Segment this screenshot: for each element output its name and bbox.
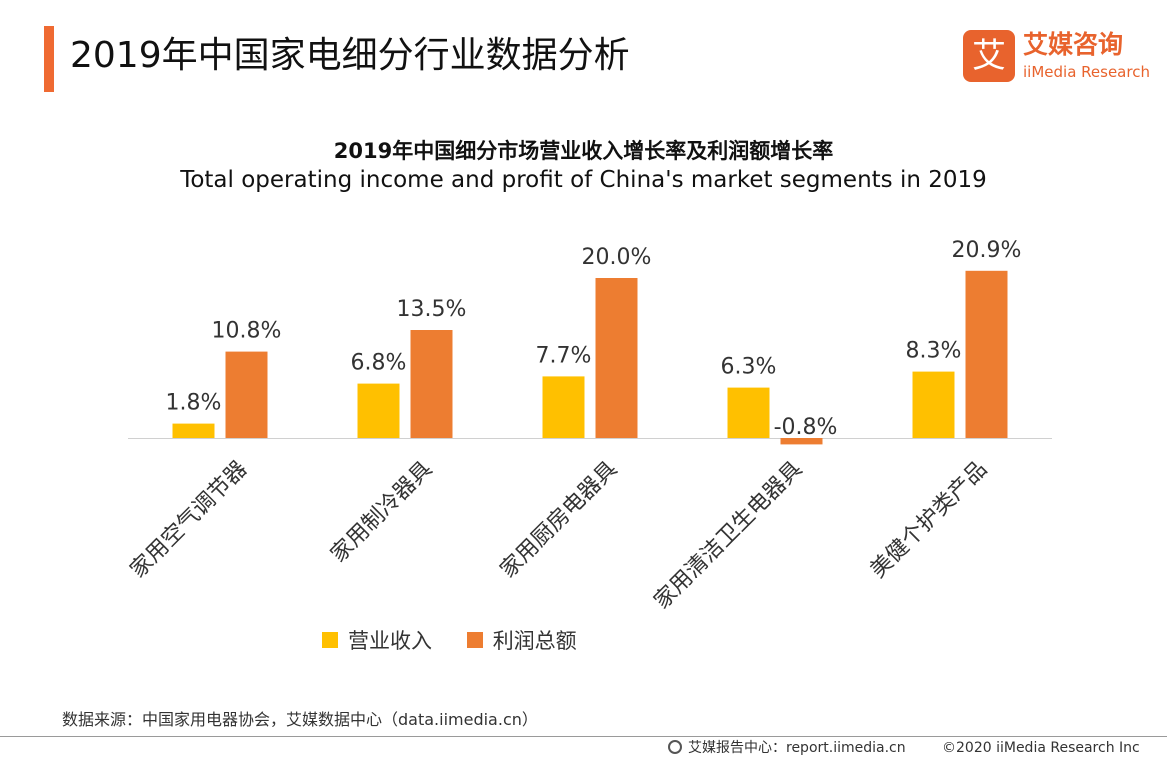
bar-revenue-2	[542, 376, 585, 438]
logo-en-text: iiMedia Research	[1023, 63, 1150, 81]
data-label-profit-4: 20.9%	[952, 238, 1022, 263]
bar-profit-1	[410, 330, 453, 438]
page-title: 2019年中国家电细分行业数据分析	[70, 35, 630, 76]
footer-divider	[0, 736, 1167, 737]
data-label-profit-2: 20.0%	[582, 245, 652, 270]
legend-label-profit: 利润总额	[492, 629, 577, 653]
legend-swatch-profit	[466, 632, 483, 648]
category-label-3: 家用清洁卫生电器具	[650, 457, 808, 615]
chart-legend: 营业收入 利润总额	[322, 626, 605, 656]
bar-chart: 1.8% 10.8% 家用空气调节器 6.8% 13.5% 家用制冷器具 7.7% 20.0%…	[126, 238, 1052, 615]
category-label-4: 美健个护类产品	[866, 457, 993, 584]
legend-label-revenue: 营业收入	[348, 629, 432, 653]
bar-revenue-4	[912, 371, 955, 438]
data-label-revenue-1: 6.8%	[351, 351, 407, 376]
logo-cn-text: 艾媒咨询	[1023, 30, 1124, 59]
data-source: 数据来源：中国家用电器协会，艾媒数据中心（data.iimedia.cn）	[62, 710, 538, 729]
data-label-revenue-0: 1.8%	[166, 391, 222, 416]
bar-profit-2	[595, 278, 638, 438]
footer-copyright: ©2020 iiMedia Research Inc	[942, 740, 1140, 756]
category-label-1: 家用制冷器具	[326, 457, 437, 568]
category-label-2: 家用厨房电器具	[496, 457, 623, 584]
chart-subtitle: Total operating income and profit of Chi…	[180, 167, 987, 193]
legend-item-revenue: 营业收入	[322, 626, 432, 656]
data-label-profit-1: 13.5%	[397, 297, 467, 322]
data-label-revenue-2: 7.7%	[536, 343, 592, 368]
data-label-profit-3: -0.8%	[774, 415, 838, 440]
footer-report: 艾媒报告中心：report.iimedia.cn	[668, 738, 906, 758]
category-label-0: 家用空气调节器	[126, 457, 253, 584]
bar-profit-0	[225, 351, 268, 438]
legend-swatch-revenue	[322, 632, 338, 648]
data-label-revenue-4: 8.3%	[906, 339, 962, 364]
legend-item-profit: 利润总额	[466, 626, 577, 656]
bar-revenue-0	[172, 423, 215, 438]
logo-mark-icon: 艾	[963, 30, 1015, 82]
bar-revenue-1	[357, 383, 400, 438]
report-center-icon	[668, 740, 682, 754]
bar-revenue-3	[727, 387, 770, 438]
data-label-profit-0: 10.8%	[212, 319, 282, 344]
chart-title: 2019年中国细分市场营业收入增长率及利润额增长率	[333, 139, 834, 163]
bar-profit-4	[965, 270, 1008, 438]
title-accent-bar	[44, 26, 54, 92]
bar-profit-3	[780, 438, 823, 445]
footer-report-text: 艾媒报告中心：report.iimedia.cn	[688, 740, 906, 756]
iimedia-logo: 艾 艾媒咨询 iiMedia Research	[963, 30, 1153, 86]
data-label-revenue-3: 6.3%	[721, 355, 777, 380]
